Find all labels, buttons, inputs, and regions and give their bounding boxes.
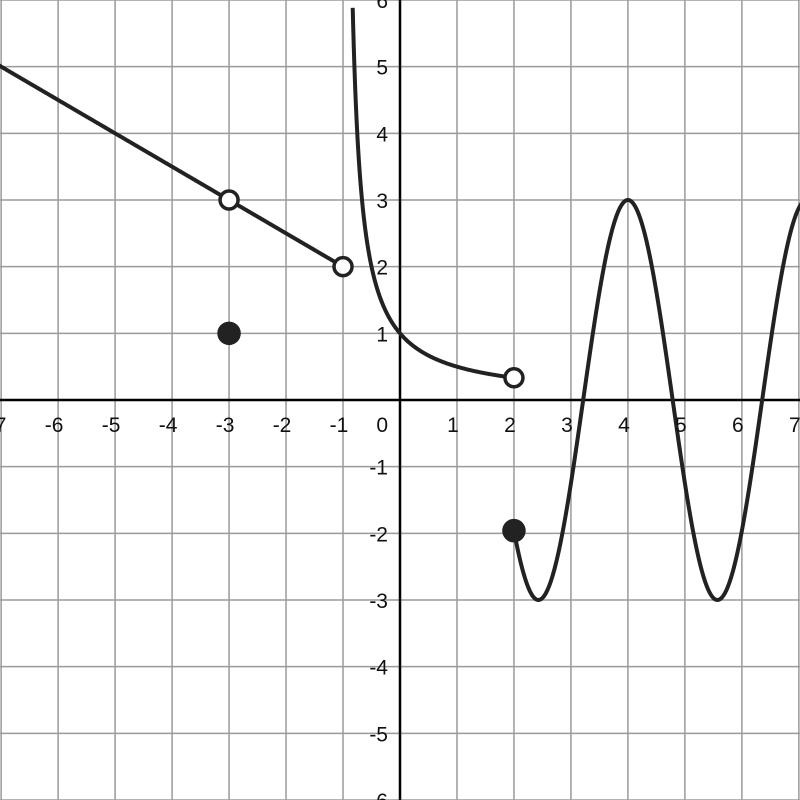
y-tick-label: 5	[376, 57, 388, 80]
closed-point	[502, 518, 526, 543]
x-tick-label: 6	[732, 414, 744, 437]
curve-reciprocal	[350, 7, 516, 380]
y-tick-label: -1	[369, 457, 388, 480]
curve-linear	[0, 63, 345, 269]
y-tick-label: -3	[369, 590, 388, 613]
y-tick-label: 6	[376, 0, 388, 13]
y-tick-label: -4	[369, 657, 388, 680]
x-tick-label: 1	[447, 414, 459, 437]
y-tick-label: -6	[369, 790, 388, 800]
closed-point	[217, 321, 241, 346]
y-tick-label: 1	[376, 323, 388, 346]
curves	[0, 7, 800, 602]
curve-cosine	[511, 198, 800, 602]
x-tick-label: -5	[102, 414, 121, 437]
x-tick-label: -7	[0, 414, 6, 437]
x-tick-label: -3	[216, 414, 235, 437]
x-tick-label: -6	[45, 414, 64, 437]
x-tick-label: -1	[330, 414, 349, 437]
x-tick-label: -4	[159, 414, 178, 437]
open-point	[332, 255, 354, 278]
x-tick-label: 2	[504, 414, 516, 437]
y-tick-label: 4	[376, 123, 388, 146]
x-tick-label: 5	[675, 414, 687, 437]
x-tick-label: 4	[618, 414, 630, 437]
open-point	[503, 367, 525, 389]
y-tick-label: -2	[369, 523, 388, 546]
x-tick-label: 3	[561, 414, 573, 437]
y-tick-label: 3	[376, 190, 388, 213]
y-tick-label: -5	[369, 723, 388, 746]
x-tick-label: -2	[273, 414, 292, 437]
points	[217, 189, 526, 543]
y-tick-label: 2	[376, 257, 388, 280]
origin-label: 0	[376, 414, 388, 437]
open-point	[218, 189, 240, 211]
x-tick-label: 7	[789, 414, 800, 437]
